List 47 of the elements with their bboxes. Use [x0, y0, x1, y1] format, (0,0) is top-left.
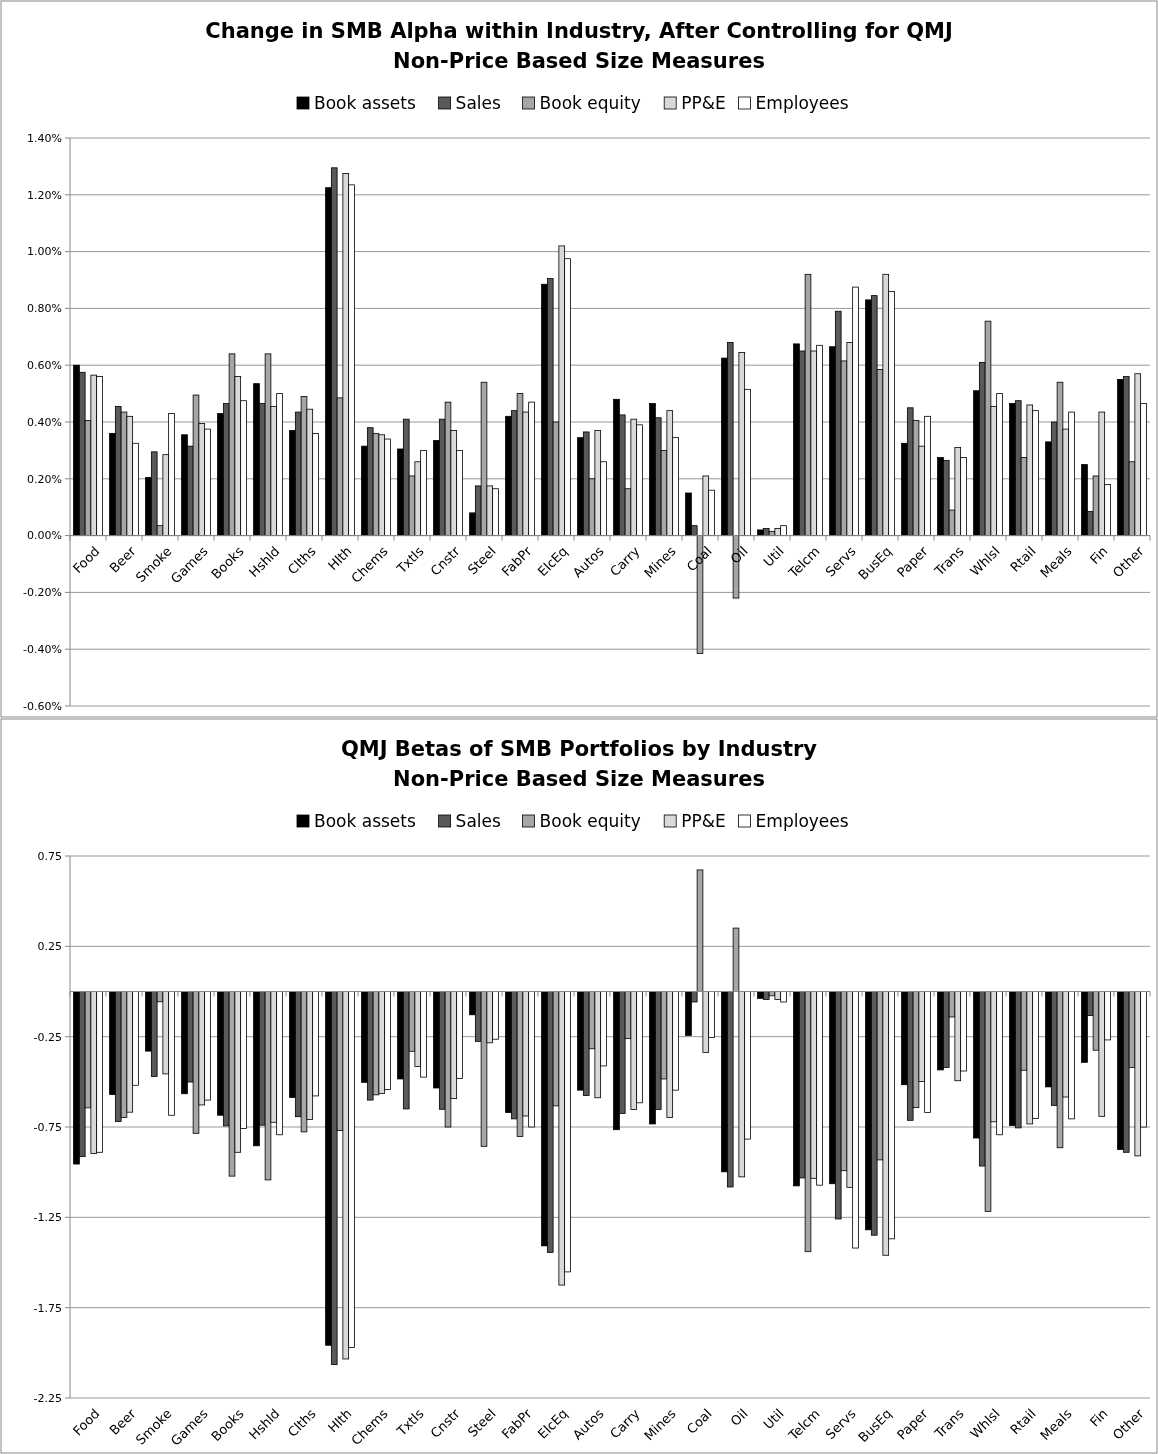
y-tick-label: -0.40% — [23, 643, 62, 657]
chart-title: QMJ Betas of SMB Portfolios by Industry — [340, 737, 818, 761]
x-tick-label: Fin — [1086, 543, 1111, 568]
chart-title: Change in SMB Alpha within Industry, After Controlling for QMJ — [205, 19, 953, 43]
y-tick-label: -1.75 — [33, 1301, 62, 1315]
bar — [253, 991, 260, 1147]
y-tick-label: 0.00% — [27, 529, 62, 543]
chart-subtitle: Non-Price Based Size Measures — [393, 767, 765, 791]
x-tick-label: Oil — [727, 1405, 751, 1429]
y-tick-label: -0.20% — [23, 586, 62, 600]
bar — [181, 991, 188, 1095]
y-tick-label: -1.25 — [33, 1211, 62, 1225]
y-tick-label: -0.25 — [33, 1030, 62, 1044]
legend-label: Employees — [755, 93, 849, 113]
y-tick-label: 0.20% — [27, 472, 62, 486]
y-tick-label: 0.40% — [27, 415, 62, 429]
y-tick-label: -2.25 — [33, 1391, 62, 1405]
legend-label: Sales — [455, 811, 501, 831]
bar — [793, 343, 800, 536]
x-tick-label: Fin — [1086, 1405, 1111, 1430]
bar — [1081, 991, 1088, 1063]
x-tick-label: Util — [760, 543, 787, 570]
legend-label: Employees — [755, 811, 849, 831]
legend-label: Book assets — [314, 93, 416, 113]
y-tick-label: 1.20% — [27, 188, 62, 202]
legend-label: Sales — [455, 93, 501, 113]
y-tick-label: 1.00% — [27, 245, 62, 259]
chart-subtitle: Non-Price Based Size Measures — [393, 49, 765, 73]
legend-label: Book assets — [314, 811, 416, 831]
x-tick-label: Util — [760, 1405, 787, 1432]
legend-label: PP&E — [681, 811, 726, 831]
y-tick-label: -0.75 — [33, 1120, 62, 1134]
bar — [793, 991, 800, 1187]
legend-label: Book equity — [539, 93, 641, 113]
bar — [253, 383, 260, 536]
y-tick-label: -0.60% — [23, 699, 62, 713]
y-tick-label: 0.75 — [37, 849, 62, 863]
bar — [1081, 464, 1088, 536]
y-tick-label: 0.25 — [37, 940, 62, 954]
legend-label: PP&E — [681, 93, 726, 113]
x-tick-label: Hlth — [325, 1405, 355, 1436]
bar — [181, 434, 188, 536]
legend-label: Book equity — [539, 811, 641, 831]
y-tick-label: 1.40% — [27, 131, 62, 145]
y-tick-label: 0.60% — [27, 359, 62, 373]
x-tick-label: Oil — [727, 543, 751, 567]
y-tick-label: 0.80% — [27, 302, 62, 316]
